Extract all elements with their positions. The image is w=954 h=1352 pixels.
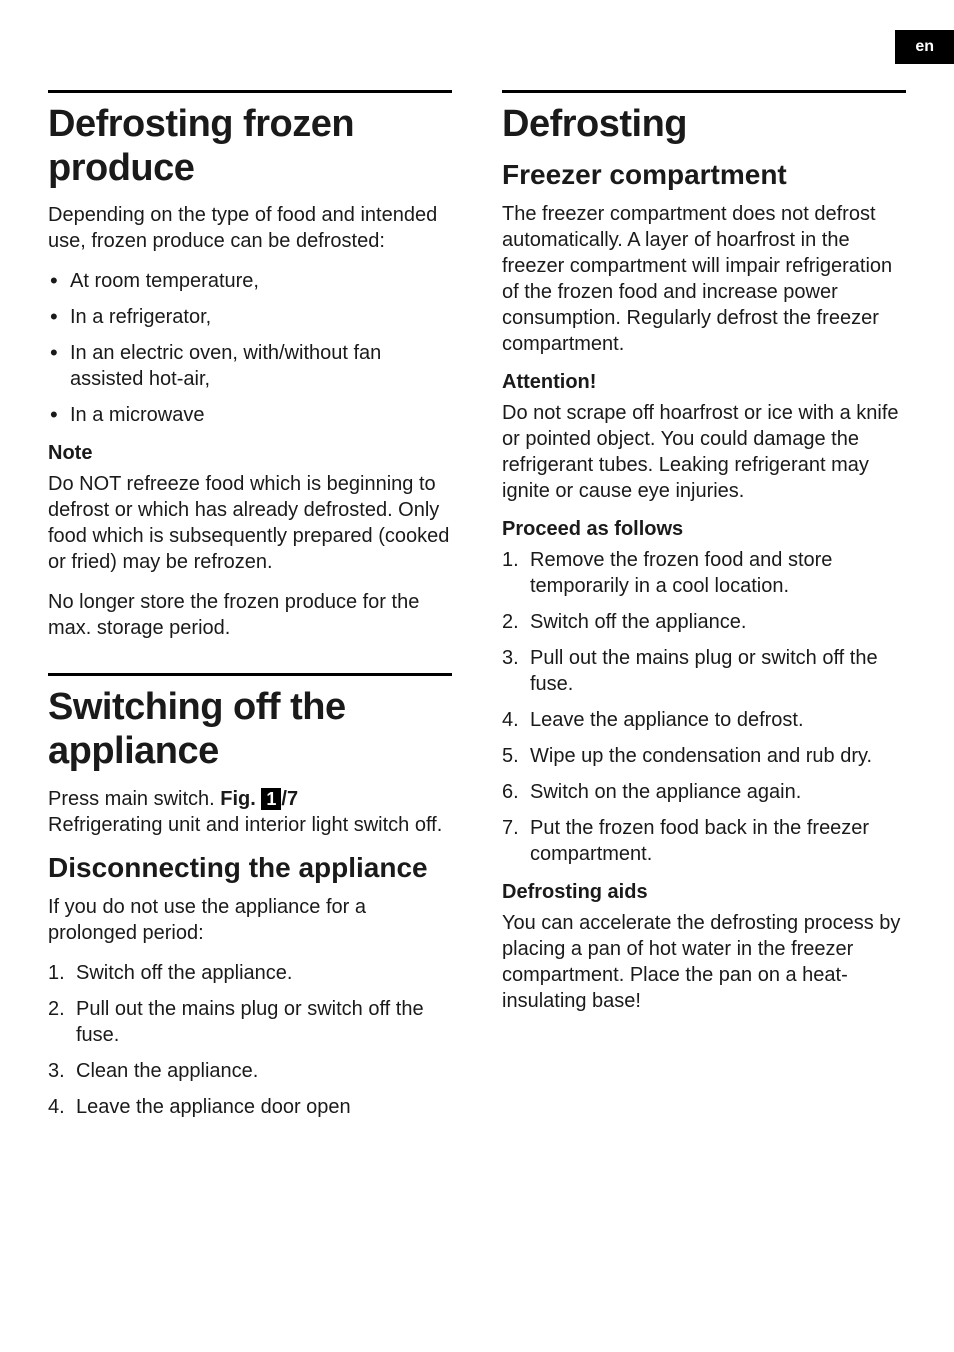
list-item: Put the frozen food back in the freezer … xyxy=(502,815,906,867)
disconnect-steps: Switch off the appliance. Pull out the m… xyxy=(48,960,452,1120)
list-item: Pull out the mains plug or switch off th… xyxy=(48,996,452,1048)
note-text-2: No longer store the frozen produce for t… xyxy=(48,589,452,641)
intro-text: Depending on the type of food and intend… xyxy=(48,202,452,254)
list-item: Wipe up the condensation and rub dry. xyxy=(502,743,906,769)
fig-suffix: /7 xyxy=(281,788,298,810)
list-item: Leave the appliance to defrost. xyxy=(502,707,906,733)
heading-defrosting-produce: Defrosting frozen produce xyxy=(48,103,452,190)
aids-text: You can accelerate the defrosting proces… xyxy=(502,910,906,1014)
switchoff-text: Press main switch. Fig. 1/7 Refrigeratin… xyxy=(48,786,452,838)
heading-switching-off: Switching off the appliance xyxy=(48,686,452,773)
section-rule xyxy=(48,673,452,676)
right-column: Defrosting Freezer compartment The freez… xyxy=(502,90,906,1152)
note-text-1: Do NOT refreeze food which is beginning … xyxy=(48,471,452,575)
list-item: Switch off the appliance. xyxy=(48,960,452,986)
list-item: Pull out the mains plug or switch off th… xyxy=(502,645,906,697)
list-item: Leave the appliance door open xyxy=(48,1094,452,1120)
left-column: Defrosting frozen produce Depending on t… xyxy=(48,90,452,1152)
page-columns: Defrosting frozen produce Depending on t… xyxy=(0,0,954,1192)
switchoff-text-b: Refrigerating unit and interior light sw… xyxy=(48,814,442,836)
heading-freezer-compartment: Freezer compartment xyxy=(502,159,906,191)
note-label: Note xyxy=(48,442,452,465)
disconnect-intro: If you do not use the appliance for a pr… xyxy=(48,894,452,946)
section-defrosting-produce: Defrosting frozen produce Depending on t… xyxy=(48,90,452,641)
proceed-label: Proceed as follows xyxy=(502,518,906,541)
list-item: At room temperature, xyxy=(48,268,452,294)
list-item: Switch on the appliance again. xyxy=(502,779,906,805)
defrost-methods-list: At room temperature, In a refrigerator, … xyxy=(48,268,452,428)
list-item: Remove the frozen food and store tempora… xyxy=(502,547,906,599)
fig-label: Fig. xyxy=(220,788,261,810)
list-item: In a microwave xyxy=(48,402,452,428)
section-rule xyxy=(48,90,452,93)
list-item: Switch off the appliance. xyxy=(502,609,906,635)
list-item: In an electric oven, with/without fan as… xyxy=(48,340,452,392)
fig-number-box: 1 xyxy=(261,788,281,810)
heading-defrosting: Defrosting xyxy=(502,103,906,147)
section-switching-off: Switching off the appliance Press main s… xyxy=(48,673,452,1120)
freezer-text: The freezer compartment does not defrost… xyxy=(502,201,906,357)
language-tag: en xyxy=(895,30,954,64)
attention-text: Do not scrape off hoarfrost or ice with … xyxy=(502,400,906,504)
section-defrosting: Defrosting Freezer compartment The freez… xyxy=(502,90,906,1014)
list-item: In a refrigerator, xyxy=(48,304,452,330)
list-item: Clean the appliance. xyxy=(48,1058,452,1084)
aids-label: Defrosting aids xyxy=(502,881,906,904)
switchoff-text-a: Press main switch. xyxy=(48,788,220,810)
attention-label: Attention! xyxy=(502,371,906,394)
section-rule xyxy=(502,90,906,93)
defrost-steps: Remove the frozen food and store tempora… xyxy=(502,547,906,867)
heading-disconnecting: Disconnecting the appliance xyxy=(48,852,452,884)
